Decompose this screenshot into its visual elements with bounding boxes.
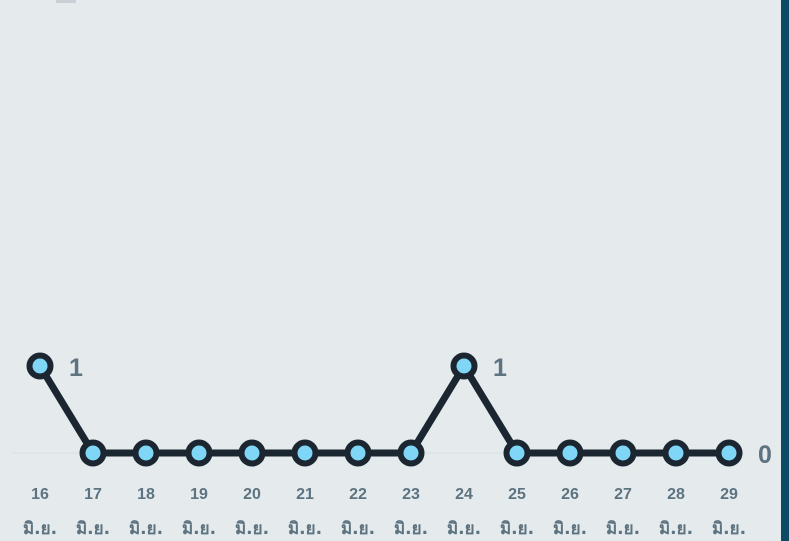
x-tick-label-month: มิ.ย. (235, 519, 269, 539)
x-tick-label-day: 19 (190, 486, 208, 503)
x-tick-label-day: 16 (31, 486, 49, 503)
data-point (397, 439, 425, 467)
x-tick-label-month: มิ.ย. (500, 519, 534, 539)
x-tick-label-day: 20 (243, 486, 261, 503)
x-tick-label-month: มิ.ย. (23, 519, 57, 539)
x-tick-label-month: มิ.ย. (76, 519, 110, 539)
x-tick-label-month: มิ.ย. (341, 519, 375, 539)
x-tick-label-day: 26 (561, 486, 579, 503)
data-point (132, 439, 160, 467)
data-label: 0 (758, 441, 772, 469)
x-tick-label-day: 17 (84, 486, 102, 503)
partial-legend-mark (56, 0, 76, 3)
x-tick-label-month: มิ.ย. (288, 519, 322, 539)
x-tick-label-month: มิ.ย. (129, 519, 163, 539)
x-tick-label-day: 29 (720, 486, 738, 503)
data-point (450, 352, 478, 380)
x-tick-label-day: 23 (402, 486, 420, 503)
data-point (185, 439, 213, 467)
x-tick-label-day: 22 (349, 486, 367, 503)
data-point (344, 439, 372, 467)
data-point (556, 439, 584, 467)
x-tick-label-month: มิ.ย. (447, 519, 481, 539)
x-tick-label-day: 25 (508, 486, 526, 503)
x-tick-label-day: 18 (137, 486, 155, 503)
x-tick-label-month: มิ.ย. (712, 519, 746, 539)
data-point (715, 439, 743, 467)
x-tick-label-month: มิ.ย. (659, 519, 693, 539)
data-label: 1 (69, 354, 83, 382)
data-point (503, 439, 531, 467)
data-label: 1 (493, 354, 507, 382)
x-tick-label-month: มิ.ย. (553, 519, 587, 539)
data-point (291, 439, 319, 467)
data-point (662, 439, 690, 467)
x-tick-label-day: 21 (296, 486, 314, 503)
x-tick-label-day: 28 (667, 486, 685, 503)
x-tick-label-day: 27 (614, 486, 632, 503)
x-tick-label-month: มิ.ย. (606, 519, 640, 539)
data-point (609, 439, 637, 467)
x-tick-label-month: มิ.ย. (394, 519, 428, 539)
x-tick-label-month: มิ.ย. (182, 519, 216, 539)
data-point (79, 439, 107, 467)
data-point (26, 352, 54, 380)
x-tick-label-day: 24 (455, 486, 473, 503)
right-accent-bar (781, 0, 789, 541)
data-point (238, 439, 266, 467)
